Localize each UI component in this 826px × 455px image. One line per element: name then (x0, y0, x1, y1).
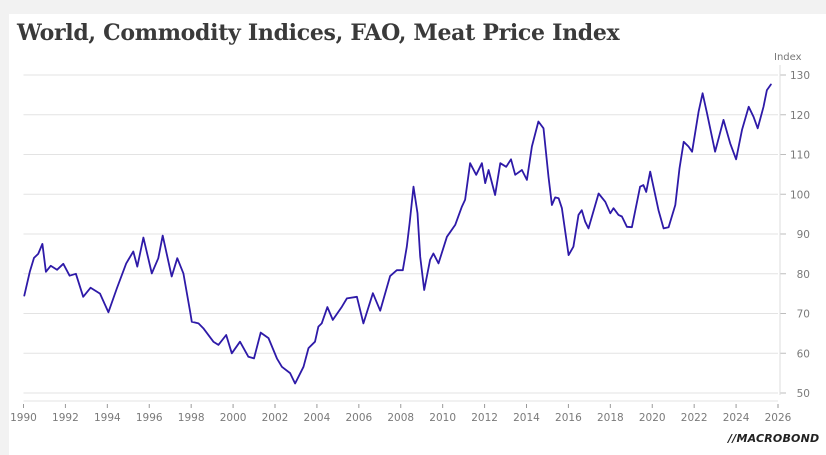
x-axis: 1990 1992 1994 1996 1998 2000 2002 2004 2006 2008… (10, 400, 792, 424)
x-tick-label: 1990 (10, 412, 37, 424)
x-tick-label: 2018 (597, 412, 624, 424)
y-tick-label: 90 (797, 229, 810, 241)
x-tick-label: 2012 (471, 412, 498, 424)
x-tick-label: 2014 (513, 412, 540, 424)
x-tick-label: 2010 (429, 412, 456, 424)
chart-title: World, Commodity Indices, FAO, Meat Pric… (17, 20, 620, 46)
brand-text: MACROBOND (736, 432, 820, 445)
y-tick-label: 60 (797, 348, 810, 360)
y-tick-label: 110 (790, 150, 810, 162)
x-tick-label: 2026 (765, 412, 792, 424)
series-group (23, 83, 772, 385)
x-tick-label: 2016 (555, 412, 582, 424)
y-tick-label: 120 (790, 110, 810, 122)
macrobond-logo: ∕∕MACROBOND (728, 432, 819, 445)
series-line (23, 83, 772, 385)
x-tick-label: 2022 (681, 412, 708, 424)
x-tick-label: 2000 (220, 412, 247, 424)
x-tick-label: 2024 (723, 412, 750, 424)
x-tick-label: 1998 (178, 412, 205, 424)
y-tick-label: 100 (790, 189, 810, 201)
y-tick-label: 130 (790, 70, 810, 82)
y-tick-label: 80 (797, 269, 810, 281)
x-tick-label: 2020 (639, 412, 666, 424)
x-tick-label: 1996 (136, 412, 163, 424)
x-tick-label: 2004 (304, 412, 331, 424)
x-tick-label: 2006 (345, 412, 372, 424)
y-axis-unit-label: Index (774, 52, 802, 63)
brand-mark-icon: ∕∕ (728, 432, 737, 445)
x-tick-label: 1994 (94, 412, 121, 424)
x-tick-label: 2002 (262, 412, 289, 424)
y-tick-label: 70 (797, 309, 810, 321)
y-tick-label: 50 (797, 388, 810, 400)
x-tick-label: 1992 (52, 412, 79, 424)
y-axis: 50 60 70 80 90 100 110 120 130 (779, 65, 810, 400)
gridlines (23, 74, 778, 394)
x-tick-label: 2008 (387, 412, 414, 424)
